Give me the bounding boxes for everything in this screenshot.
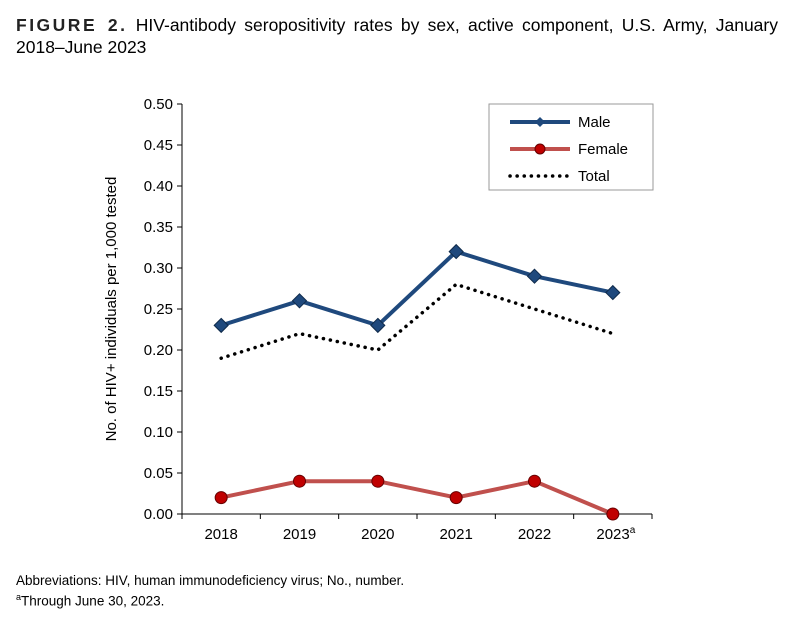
y-tick-label: 0.05 — [144, 465, 173, 482]
abbreviations-note: Abbreviations: HIV, human immunodeficien… — [16, 573, 405, 588]
data-point-female — [528, 474, 541, 488]
data-point-male — [526, 268, 543, 284]
x-tick-label: 2018 — [204, 526, 237, 543]
data-point-female — [449, 491, 463, 505]
series-line-total — [219, 282, 615, 360]
legend-label-male: Male — [578, 114, 611, 131]
legend-label-total: Total — [578, 168, 610, 185]
figure-title: FIGURE 2. HIV-antibody seropositivity ra… — [16, 14, 778, 58]
data-point-female — [293, 474, 306, 488]
y-tick-label: 0.25 — [144, 301, 173, 318]
y-tick-label: 0.40 — [144, 178, 173, 195]
data-point-female — [214, 491, 228, 505]
figure-notes: Abbreviations: HIV, human immunodeficien… — [16, 572, 404, 610]
legend-marker-female — [534, 143, 546, 155]
y-tick-label: 0.10 — [144, 424, 173, 441]
x-tick-label: 2021 — [439, 526, 472, 543]
data-point-male — [370, 317, 386, 334]
x-tick-label: 2020 — [361, 526, 394, 543]
series-line-male — [220, 249, 614, 328]
data-point-female — [371, 474, 385, 488]
y-axis-label: No. of HIV+ individuals per 1,000 tested — [103, 177, 120, 442]
data-point-male — [213, 317, 229, 334]
footnote: aThrough June 30, 2023. — [16, 589, 404, 610]
footnote-text: Through June 30, 2023. — [21, 593, 165, 609]
y-tick-label: 0.45 — [144, 137, 173, 154]
data-point-male — [291, 293, 308, 309]
data-point-male — [605, 284, 621, 301]
series-line-female — [220, 479, 614, 516]
legend-marker-male — [535, 117, 545, 127]
y-tick-label: 0.30 — [144, 260, 173, 277]
x-tick-label: 2022 — [518, 526, 551, 543]
figure-label: FIGURE 2. — [16, 15, 128, 35]
footnote-marker: a — [16, 592, 22, 602]
y-tick-label: 0.00 — [144, 506, 173, 523]
data-point-male — [448, 243, 464, 260]
y-tick-label: 0.15 — [144, 383, 173, 400]
x-tick-superscript: a — [630, 525, 636, 536]
y-tick-label: 0.20 — [144, 342, 173, 359]
x-tick-label: 2019 — [283, 526, 316, 543]
y-tick-label: 0.50 — [144, 96, 173, 113]
data-point-female — [606, 507, 620, 521]
x-tick-label: 2023a — [596, 525, 635, 543]
legend-label-female: Female — [578, 141, 628, 158]
y-tick-label: 0.35 — [144, 219, 173, 236]
figure-title-text: HIV-antibody seropositivity rates by sex… — [16, 15, 778, 57]
